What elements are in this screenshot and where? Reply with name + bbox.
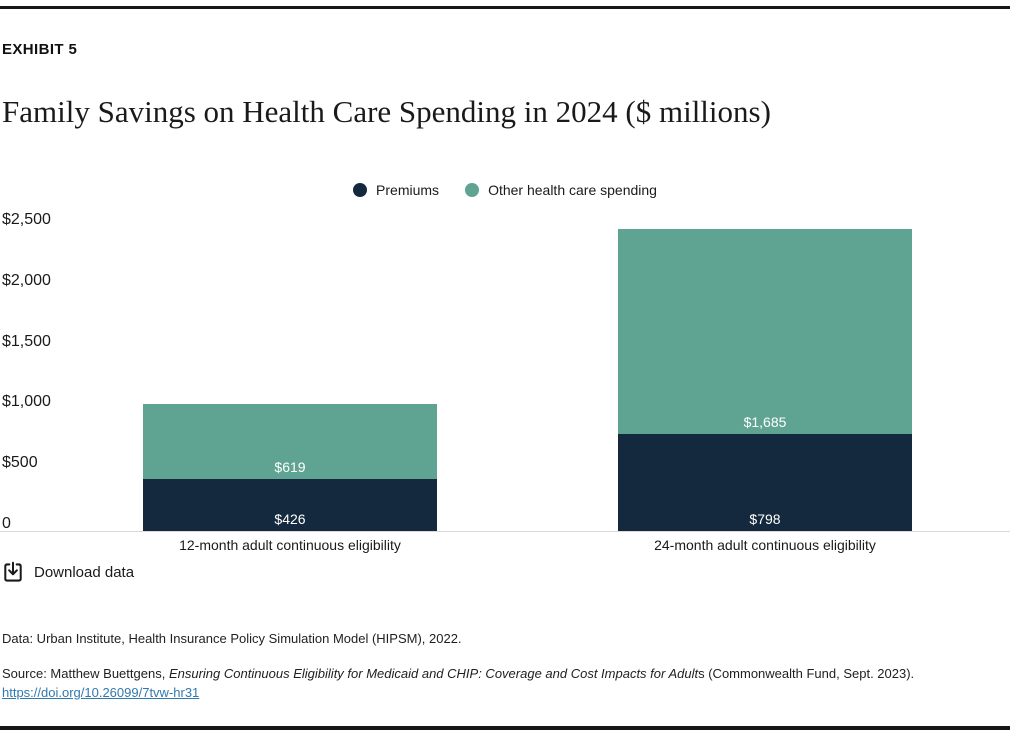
y-axis-tick-label: $2,500 (2, 211, 51, 228)
source-title-italic: Ensuring Continuous Eligibility for Medi… (168, 666, 699, 681)
bar-value-label: $798 (749, 510, 781, 527)
legend-dot-icon (465, 183, 480, 197)
bar-value-label: $1,685 (743, 413, 787, 430)
y-axis-tick-label: 0 (2, 515, 11, 532)
legend-label: Premiums (376, 182, 440, 198)
legend-dot-icon (353, 183, 368, 197)
legend-item-premiums: Premiums (353, 182, 439, 198)
y-axis-tick-label: $2,000 (2, 271, 51, 289)
legend-label: Other health care spending (488, 182, 657, 198)
bar-value-label: $619 (274, 459, 306, 476)
x-axis-category-label: 24-month adult continuous eligibility (654, 537, 876, 553)
bottom-rule (0, 726, 1010, 730)
legend-item-other-health-care-spending: Other health care spending (465, 182, 657, 198)
bar-segment-other-health-care-spending-12-month-adult-continuous-eligibility[interactable]: $619 (143, 403, 437, 480)
chart-title: Family Savings on Health Care Spending i… (2, 94, 771, 129)
source-note: Source: Matthew Buettgens, Ensuring Cont… (2, 664, 987, 702)
bar-segment-premiums-24-month-adult-continuous-eligibility[interactable]: $798 (618, 433, 912, 531)
x-axis-baseline (0, 531, 1010, 532)
download-label: Download data (34, 564, 135, 581)
download-icon (4, 561, 22, 582)
download-data-button[interactable]: Download data (2, 561, 134, 584)
source-suffix: s (Commonwealth Fund, Sept. 2023). (698, 666, 915, 681)
doi-link[interactable]: https://doi.org/10.26099/7tvw-hr31 (2, 685, 200, 700)
bar-segment-other-health-care-spending-24-month-adult-continuous-eligibility[interactable]: $1,685 (618, 229, 912, 434)
y-axis-tick-label: $1,000 (2, 393, 51, 411)
bar-segment-premiums-12-month-adult-continuous-eligibility[interactable]: $426 (143, 479, 437, 531)
chart-legend: Premiums Other health care spending (0, 182, 1010, 198)
data-note: Data: Urban Institute, Health Insurance … (2, 631, 462, 646)
bar-value-label: $426 (274, 510, 306, 527)
x-axis-category-label: 12-month adult continuous eligibility (179, 537, 401, 553)
top-rule (0, 6, 1010, 9)
source-prefix: Source: Matthew Buettgens, (2, 666, 169, 681)
y-axis-tick-label: $1,500 (2, 332, 51, 350)
exhibit-label: EXHIBIT 5 (2, 41, 78, 58)
y-axis-tick-label: $500 (2, 454, 38, 472)
